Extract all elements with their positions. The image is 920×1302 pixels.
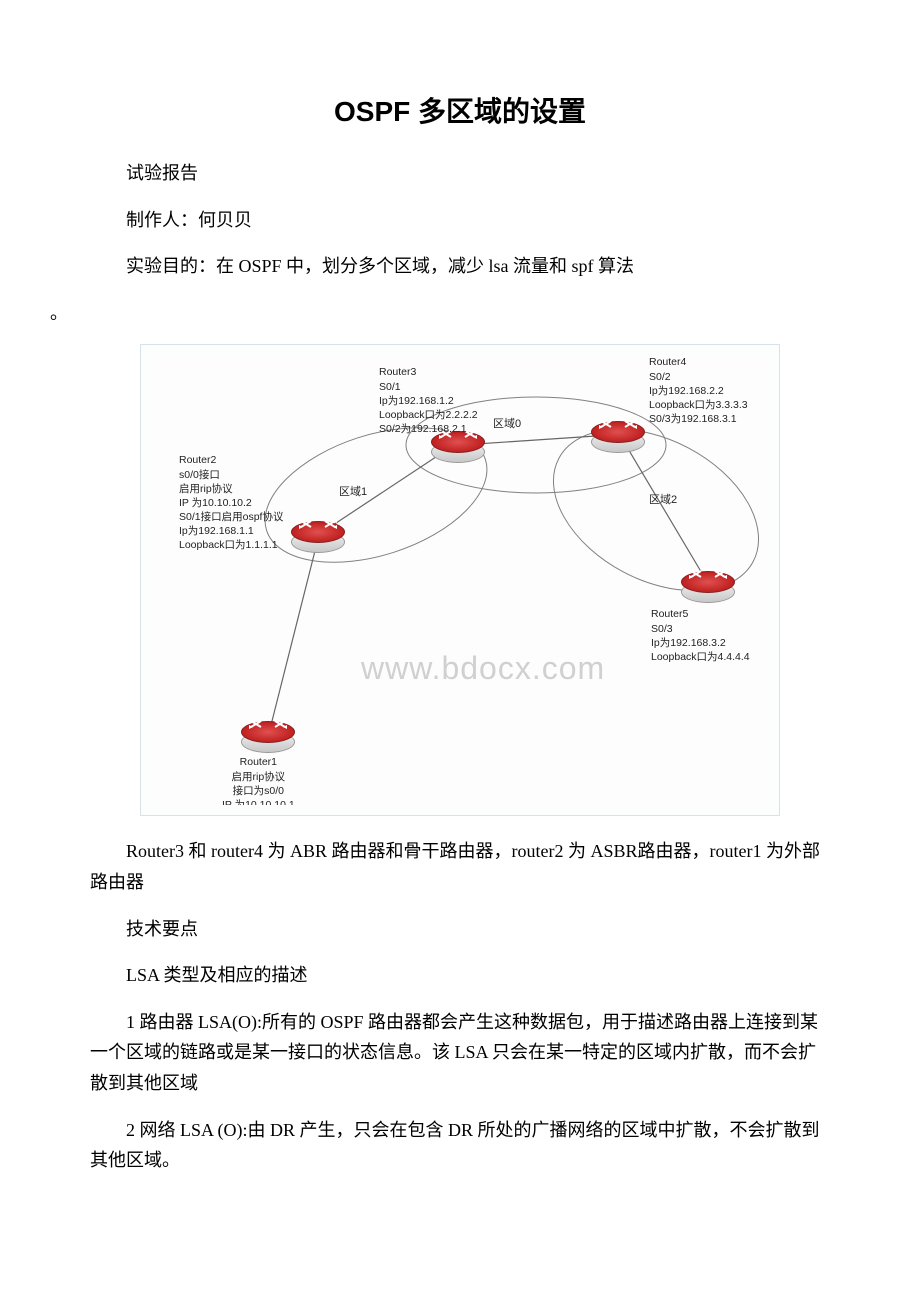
router5 [681,565,735,603]
para-lsa1: 1 路由器 LSA(O):所有的 OSPF 路由器都会产生这种数据包，用于描述路… [90,1007,830,1099]
para-report: 试验报告 [90,158,830,189]
router4 [591,415,645,453]
para-author: 制作人：何贝贝 [90,205,830,236]
link-r1-r2 [269,535,319,733]
router4-label: Router4 S0/2 Ip为192.168.2.2 Loopback口为3.… [649,355,748,426]
area0-label: 区域0 [493,417,521,432]
router5-label: Router5 S0/3 Ip为192.168.3.2 Loopback口为4.… [651,607,750,664]
router2 [291,515,345,553]
router3-label: Router3 S0/1 Ip为192.168.1.2 Loopback口为2.… [379,365,478,436]
area1-label: 区域1 [339,485,367,500]
diagram-container: 区域0 区域1 区域2 Router3 S0/1 Ip为192.168.1.2 … [140,344,780,816]
para-goal: 实验目的：在 OSPF 中，划分多个区域，减少 lsa 流量和 spf 算法 [90,251,830,282]
para-lsa-title: LSA 类型及相应的描述 [90,960,830,991]
area2-label: 区域2 [649,493,677,508]
network-diagram: 区域0 区域1 区域2 Router3 S0/1 Ip为192.168.1.2 … [151,355,769,805]
router2-label: Router2 s0/0接口 启用rip协议 IP 为10.10.10.2 S0… [179,453,283,552]
para-lsa2: 2 网络 LSA (O):由 DR 产生，只会在包含 DR 所处的广播网络的区域… [90,1115,830,1176]
para-goal-b: 。 [50,298,830,329]
para-tech: 技术要点 [90,914,830,945]
router1-label: Router1 启用rip协议 接口为s0/0 IP 为10.10.10.1 L… [209,755,308,805]
para-abr: Router3 和 router4 为 ABR 路由器和骨干路由器，router… [90,836,830,897]
page-title: OSPF 多区域的设置 [90,90,830,130]
router1 [241,715,295,753]
link-r4-r5 [621,437,706,580]
